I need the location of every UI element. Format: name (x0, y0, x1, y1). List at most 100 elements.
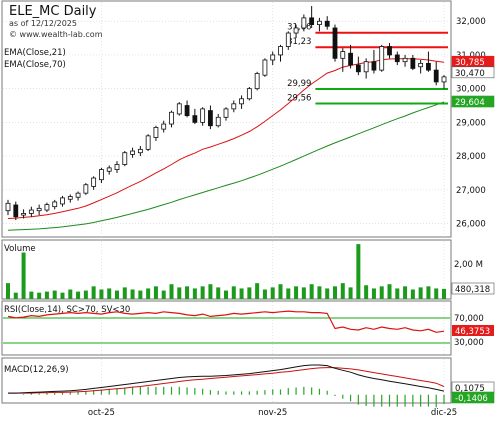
ema21-line (7, 58, 445, 219)
legend-ema70: EMA(Close,70) (4, 60, 66, 70)
candle (379, 44, 385, 72)
rsi-path (7, 310, 445, 333)
volume-bar (29, 291, 34, 299)
volume-bar (317, 286, 322, 299)
candle (137, 145, 143, 157)
candle (418, 60, 424, 74)
candle (348, 44, 353, 69)
candle (410, 54, 416, 71)
volume-bar (6, 283, 10, 299)
candle (91, 176, 97, 190)
candle (317, 17, 322, 32)
volume-bar (434, 288, 439, 299)
chart-site: © www.wealth-lab.com (9, 30, 103, 39)
rsi-tick-70: 70,000 (454, 314, 484, 324)
candle (215, 113, 221, 128)
volume-panel-frame (1, 239, 452, 300)
candle (387, 43, 392, 59)
volume-bar (224, 290, 228, 299)
rsi-last-box (452, 325, 494, 336)
chart-title: ELE_MC Daily (9, 4, 97, 19)
candle (441, 75, 447, 89)
volume-bar (21, 252, 26, 299)
candle (192, 108, 198, 125)
volume-bar (99, 289, 104, 299)
candle (184, 100, 190, 118)
level-label: 31,66 (287, 23, 311, 33)
macd-line (8, 364, 445, 394)
legend-ema21: EMA(Close,21) (4, 48, 66, 58)
candle (293, 24, 299, 39)
price-tick-label: 28,000 (456, 152, 486, 162)
candles-layer (5, 6, 447, 221)
volume-bar (410, 289, 415, 299)
volume-bar (60, 292, 65, 299)
candle (340, 48, 346, 72)
volume-bar (185, 286, 190, 299)
volume-bar (278, 284, 283, 299)
volume-last-box (451, 282, 495, 295)
volume-bar (83, 290, 88, 299)
svg-text:30,785: 30,785 (455, 58, 485, 68)
volume-bar (91, 286, 96, 299)
volume-bar (76, 291, 81, 299)
candle (106, 165, 112, 175)
candle (324, 16, 330, 30)
volume-bar (418, 287, 423, 299)
level-label: 31,23 (287, 37, 311, 47)
volume-bar (208, 284, 213, 299)
price-tick-label: 32,000 (456, 17, 486, 27)
candle (44, 202, 50, 213)
price-last-label: 30,470 (451, 66, 495, 79)
volume-bar (247, 287, 252, 299)
volume-bar (301, 287, 306, 299)
candle (433, 61, 439, 86)
candle (161, 120, 167, 133)
candle (402, 54, 408, 67)
candle (278, 44, 283, 62)
volume-last-label: 480,318 (455, 285, 490, 295)
rsi-tick-30: 30,000 (454, 338, 484, 348)
volume-bar (395, 288, 400, 299)
volume-bar (115, 290, 119, 299)
macd-last-labels: 0,1075-0,1406 (451, 381, 495, 404)
candle (36, 204, 42, 216)
candle (13, 201, 19, 221)
candle (60, 195, 65, 207)
candle (169, 110, 174, 128)
candle (145, 134, 151, 152)
level-label: 29,56 (287, 93, 311, 103)
volume-bar (356, 244, 361, 299)
volume-bar (161, 290, 166, 299)
volume-bar (138, 290, 143, 299)
candle (239, 95, 244, 109)
volume-bar (442, 288, 446, 299)
candle (254, 71, 260, 91)
candle (5, 199, 11, 216)
volume-tick-2m: 2,00 M (454, 260, 483, 270)
candle (301, 14, 307, 32)
volume-bar (325, 288, 330, 299)
volume-bar (68, 289, 73, 299)
rsi-line (7, 310, 445, 333)
candle (223, 107, 229, 121)
candle (114, 161, 120, 173)
volume-bar (348, 287, 353, 299)
candle (270, 51, 276, 66)
macd-title: MACD(12,26,9) (4, 365, 69, 375)
volume-bar (44, 291, 49, 299)
price-tick-label: 26,000 (456, 220, 486, 230)
candle (99, 167, 104, 184)
macd-last-label: -0,1406 (451, 391, 495, 404)
candle (246, 86, 252, 101)
svg-text:-0,1406: -0,1406 (455, 394, 488, 404)
candle (153, 125, 159, 141)
candle (371, 49, 377, 74)
macd-histogram (22, 386, 445, 408)
volume-bars (6, 244, 446, 299)
candle (28, 206, 34, 217)
volume-bar (286, 288, 291, 299)
